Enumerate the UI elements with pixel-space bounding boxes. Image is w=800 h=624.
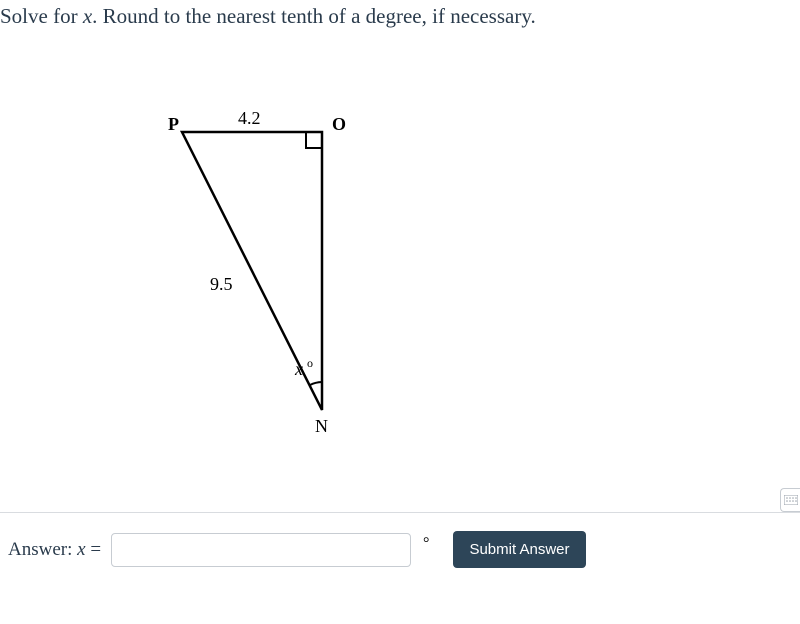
triangle-svg: P O N 4.2 9.5 x o [160, 110, 400, 440]
angle-label-x: x [294, 359, 303, 379]
answer-eq: = [86, 539, 101, 560]
prompt-suffix: . Round to the nearest tenth of a degree… [92, 4, 536, 28]
degree-symbol: ° [423, 535, 429, 553]
angle-arc [310, 382, 322, 385]
submit-button[interactable]: Submit Answer [453, 531, 585, 568]
answer-prefix: Answer: [8, 539, 77, 560]
right-angle-marker [306, 132, 322, 148]
answer-label: Answer: x = [8, 539, 101, 561]
keyboard-icon [784, 495, 798, 505]
side-PO-label: 4.2 [238, 110, 261, 128]
answer-var: x [77, 539, 85, 560]
side-PN-label: 9.5 [210, 274, 233, 294]
prompt-prefix: Solve for [0, 4, 83, 28]
question-prompt: Solve for x. Round to the nearest tenth … [0, 4, 536, 29]
vertex-O: O [332, 114, 346, 134]
answer-input[interactable] [111, 533, 411, 567]
keyboard-toggle[interactable] [780, 488, 800, 512]
prompt-var: x [83, 4, 92, 28]
vertex-P: P [168, 114, 179, 134]
triangle-diagram: P O N 4.2 9.5 x o [160, 110, 400, 440]
angle-label-deg: o [307, 356, 313, 370]
vertex-N: N [315, 416, 328, 436]
answer-bar: Answer: x = ° Submit Answer [0, 512, 800, 586]
